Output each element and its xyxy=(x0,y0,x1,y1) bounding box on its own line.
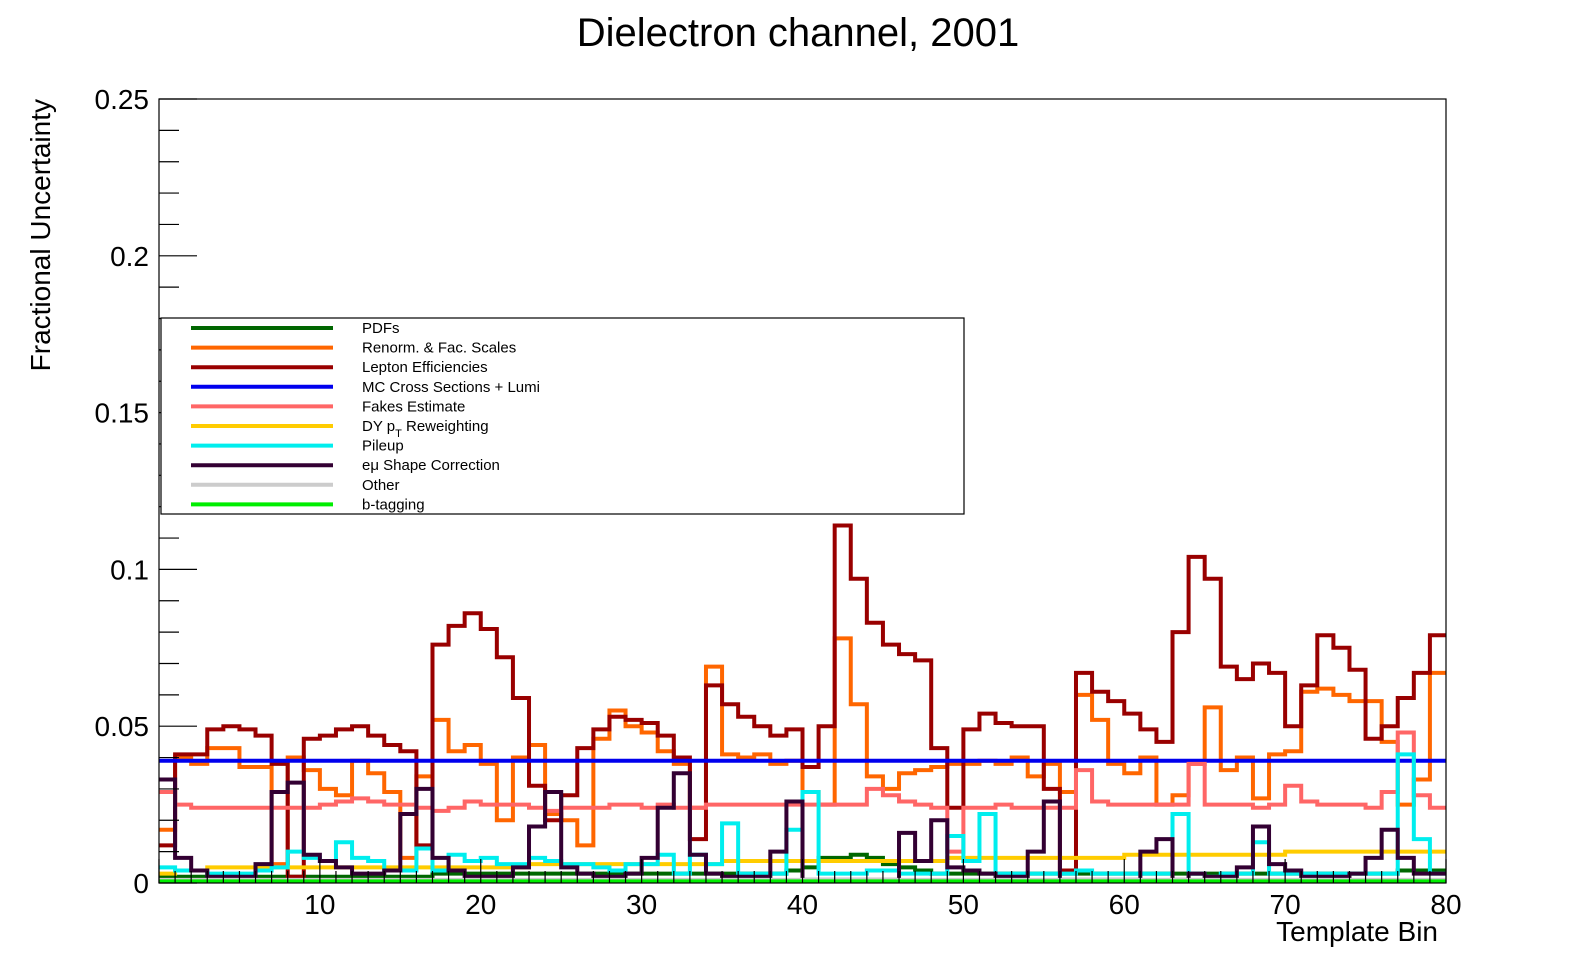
y-tick-label: 0 xyxy=(133,868,149,899)
series-line-pdfs xyxy=(159,852,1446,879)
legend-label-lepton-efficiencies: Lepton Efficiencies xyxy=(362,359,488,376)
legend-label-dy-p-t-reweighting: DY pT Reweighting xyxy=(362,418,489,440)
y-axis-title: Fractional Uncertainty xyxy=(25,99,56,371)
x-tick-label: 80 xyxy=(1430,889,1461,920)
series-line-dy-p-t-reweighting xyxy=(159,849,1446,876)
legend-label-b-tagging: b-tagging xyxy=(362,496,425,513)
y-tick-label: 0.05 xyxy=(95,711,150,742)
chart-title: Dielectron channel, 2001 xyxy=(577,11,1020,55)
x-tick-label: 50 xyxy=(948,889,979,920)
y-tick-label: 0.25 xyxy=(95,84,150,115)
series-line-lepton-efficiencies xyxy=(159,523,1446,879)
legend-label-renorm-fac-scales: Renorm. & Fac. Scales xyxy=(362,340,516,357)
x-tick-label: 10 xyxy=(304,889,335,920)
legend-label-e-shape-correction: eμ Shape Correction xyxy=(362,457,500,474)
legend-label-fakes-estimate: Fakes Estimate xyxy=(362,398,465,415)
x-tick-label: 20 xyxy=(465,889,496,920)
x-axis-title: Template Bin xyxy=(1276,916,1438,947)
legend-label-mc-cross-sections-lumi: MC Cross Sections + Lumi xyxy=(362,379,540,396)
legend: PDFs Renorm. & Fac. Scales Lepton Efficien… xyxy=(160,317,965,515)
legend-label-pdfs: PDFs xyxy=(362,320,400,337)
legend-label-pileup: Pileup xyxy=(362,438,404,455)
series-layer xyxy=(159,523,1446,884)
y-tick-label: 0.15 xyxy=(95,398,150,429)
series-line-renorm-fac-scales xyxy=(159,636,1446,867)
y-tick-label: 0.2 xyxy=(110,241,149,272)
x-tick-label: 30 xyxy=(626,889,657,920)
y-tick-label: 0.1 xyxy=(110,554,149,585)
legend-label-other: Other xyxy=(362,477,400,494)
x-tick-label: 40 xyxy=(787,889,818,920)
axes-layer: 0 0.05 0.1 0.15 0.2 0.25 10 20 30 40 50 60 70 80 xyxy=(95,84,1462,920)
x-tick-label: 60 xyxy=(1109,889,1140,920)
x-tick-label: 70 xyxy=(1270,889,1301,920)
series-line-fakes-estimate xyxy=(159,730,1446,854)
legend-box xyxy=(160,317,965,515)
